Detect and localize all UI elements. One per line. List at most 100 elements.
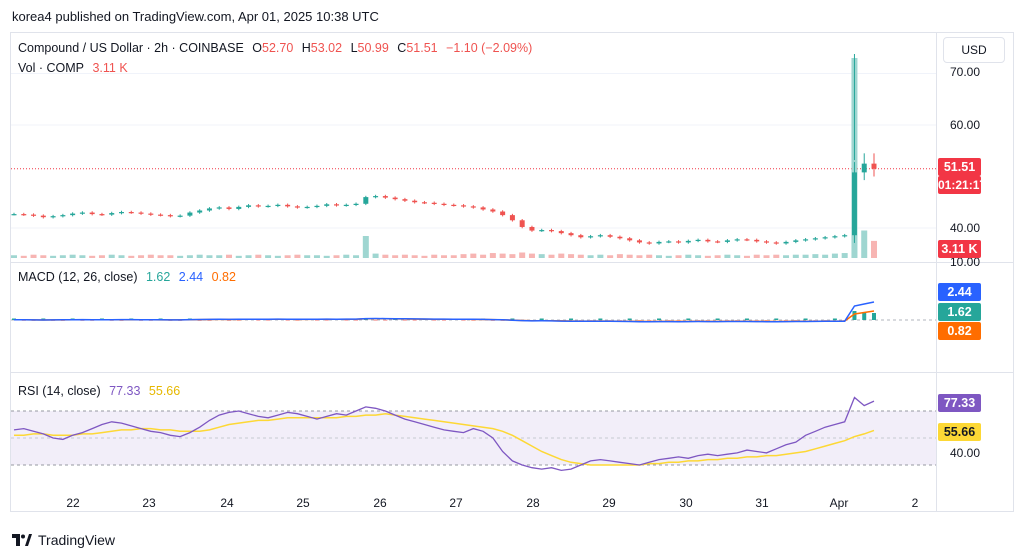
candle-body [402, 199, 408, 201]
macd-histogram-bar [80, 320, 85, 321]
candle-body [294, 206, 300, 208]
candle-body [392, 197, 398, 200]
candle-body [578, 235, 584, 238]
candle-body [851, 172, 857, 236]
macd-histogram-bar [774, 318, 779, 320]
candle-body [177, 215, 183, 217]
volume-bar [245, 255, 252, 258]
x-tick: 24 [220, 496, 234, 510]
candle-body [861, 163, 867, 173]
volume-bar [587, 255, 594, 258]
volume-bar [616, 254, 623, 258]
macd-histogram-bar [490, 320, 495, 321]
candle-body [265, 205, 271, 208]
volume-bar [519, 252, 526, 258]
macd-histogram-bar [285, 320, 290, 321]
macd-histogram-bar [295, 320, 300, 321]
candle-body [812, 238, 818, 240]
candle-body [382, 196, 388, 198]
volume-bar [11, 255, 17, 258]
tradingview-logo[interactable]: TradingView [12, 532, 115, 548]
macd-histogram-bar [647, 320, 652, 321]
volume-bar [822, 254, 829, 258]
close-value: 51.51 [406, 41, 438, 55]
candle-body [803, 239, 809, 241]
volume-bar [421, 255, 428, 258]
macd-histogram-bar [715, 318, 720, 320]
macd-histogram-bar [344, 320, 349, 321]
volume-bar [763, 255, 770, 258]
candle-body [588, 236, 594, 238]
candle-body [549, 230, 554, 232]
volume-bar [509, 254, 516, 258]
macd-histogram-bar [862, 312, 867, 320]
macd-histogram-bar [725, 320, 730, 321]
candle-body [822, 237, 828, 239]
volume-bar [802, 254, 809, 258]
volume-bar [470, 253, 477, 258]
volume-bar [216, 255, 223, 258]
rsi-label[interactable]: RSI (14, close) [18, 384, 101, 398]
candle-body [412, 200, 418, 203]
pane-divider-macd[interactable] [10, 262, 1014, 263]
macd-histogram-bar [373, 320, 378, 321]
volume-bar [871, 240, 877, 258]
volume-bar [89, 255, 96, 258]
volume-bar [695, 255, 702, 258]
candle-body [451, 204, 457, 207]
volume-bar [831, 253, 838, 258]
macd-histogram-bar [314, 320, 319, 321]
volume-bar [186, 255, 193, 258]
volume-bar [597, 254, 604, 258]
volume-bar [665, 255, 672, 258]
macd-histogram-bar [569, 318, 574, 320]
high-value: 53.02 [310, 41, 343, 55]
publisher-line: korea4 published on TradingView.com, Apr… [12, 9, 379, 24]
volume-bar [528, 253, 535, 258]
candle-body [783, 241, 789, 244]
open-label: O [252, 41, 262, 55]
volume-bar [138, 255, 145, 258]
candle-body [128, 212, 134, 214]
volume-bar [577, 254, 584, 258]
volume-bar [274, 255, 281, 258]
x-tick: 28 [526, 496, 540, 510]
candle-body [89, 212, 95, 215]
macd-histogram-bar [510, 318, 515, 320]
volume-bar [167, 255, 174, 258]
volume-bar [656, 255, 662, 258]
volume-bar [392, 255, 399, 258]
last-price-tag: 51.51 [938, 158, 981, 176]
volume-bar [636, 255, 643, 258]
pane-divider-rsi[interactable] [10, 372, 1014, 373]
macd-label[interactable]: MACD (12, 26, close) [18, 270, 138, 284]
symbol-title[interactable]: Compound / US Dollar · 2h · COINBASE [18, 41, 244, 55]
macd-hist-tag: 0.82 [938, 322, 981, 340]
macd-value: 1.62 [145, 270, 171, 284]
candle-body [187, 212, 193, 216]
candle-body [40, 215, 46, 218]
volume-bar [265, 255, 272, 258]
macd-histogram-bar [402, 320, 407, 321]
volume-bar [411, 255, 418, 258]
candle-body [627, 238, 633, 241]
currency-button[interactable]: USD [943, 37, 1005, 63]
volume-bar [607, 255, 614, 258]
macd-histogram-bar [803, 318, 808, 320]
candle-body [148, 213, 154, 215]
volume-bar [431, 254, 438, 258]
macd-histogram-bar [227, 320, 231, 321]
macd-histogram-bar [109, 320, 114, 321]
macd-histogram-bar [627, 318, 632, 320]
macd-histogram-bar [442, 320, 446, 321]
volume-bar [294, 254, 301, 258]
volume-bar [128, 255, 135, 258]
rsi-pane [11, 396, 936, 472]
candle-body [60, 215, 66, 217]
volume-label[interactable]: Vol · COMP [18, 61, 84, 75]
macd-signal-tag: 2.44 [938, 283, 981, 301]
candle-body [754, 239, 760, 242]
candle-body [216, 207, 222, 209]
rsi-ma-line [14, 412, 875, 466]
